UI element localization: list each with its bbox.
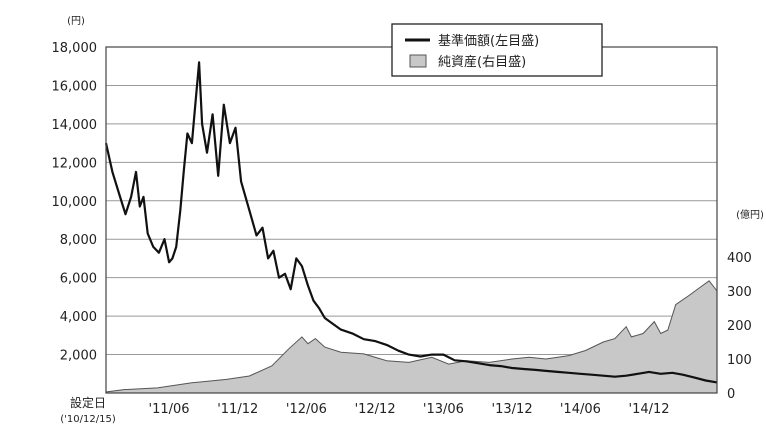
left-tick-label: 10,000 bbox=[52, 195, 98, 210]
left-axis-unit: (円) bbox=[67, 16, 85, 27]
nav-line-layer bbox=[104, 61, 718, 384]
legend-assets-label: 純資産(右目盛) bbox=[438, 54, 526, 70]
legend-nav-label: 基準価額(左目盛) bbox=[438, 33, 539, 49]
left-tick-label: 4,000 bbox=[60, 310, 97, 325]
grid-lines bbox=[106, 46, 717, 356]
x-tick-label: '14/12 bbox=[629, 402, 670, 417]
x-axis-start-sublabel: ('10/12/15) bbox=[60, 414, 116, 425]
legend-box bbox=[391, 23, 603, 77]
left-tick-label: 2,000 bbox=[60, 349, 97, 364]
legend: 基準価額(左目盛) 純資産(右目盛) bbox=[391, 23, 603, 77]
right-tick-label: 0 bbox=[727, 387, 735, 402]
x-tick-label: '12/12 bbox=[355, 402, 396, 417]
nav-line bbox=[104, 61, 718, 384]
x-tick-label: '13/06 bbox=[423, 402, 464, 417]
right-tick-label: 200 bbox=[727, 319, 752, 334]
right-tick-label: 300 bbox=[727, 285, 752, 300]
left-tick-label: 18,000 bbox=[52, 41, 98, 56]
x-tick-label: '14/06 bbox=[560, 402, 601, 417]
left-tick-label: 16,000 bbox=[52, 79, 98, 94]
left-tick-label: 12,000 bbox=[52, 156, 98, 171]
x-tick-label: '13/12 bbox=[492, 402, 533, 417]
x-tick-label: '12/06 bbox=[286, 402, 327, 417]
right-tick-label: 400 bbox=[727, 251, 752, 266]
x-axis-ticks: '11/06 '11/12 '12/06 '12/12 '13/06 '13/12 '14/… bbox=[149, 402, 670, 417]
legend-assets-swatch bbox=[409, 54, 427, 68]
left-tick-label: 14,000 bbox=[52, 118, 98, 133]
x-axis-start-label: 設定日 bbox=[70, 395, 106, 410]
left-tick-label: 6,000 bbox=[60, 272, 97, 287]
right-axis-ticks: 0 100 200 300 400 bbox=[727, 251, 752, 402]
x-tick-label: '11/06 bbox=[149, 402, 190, 417]
left-tick-label: 8,000 bbox=[60, 233, 97, 248]
right-axis-unit: (億円) bbox=[736, 208, 764, 221]
left-axis-ticks: 2,000 4,000 6,000 8,000 10,000 12,000 14,000 16… bbox=[52, 41, 98, 364]
net-assets-area bbox=[105, 280, 718, 394]
net-assets-area-layer bbox=[105, 280, 718, 394]
x-tick-label: '11/12 bbox=[217, 402, 258, 417]
right-tick-label: 100 bbox=[727, 353, 752, 368]
